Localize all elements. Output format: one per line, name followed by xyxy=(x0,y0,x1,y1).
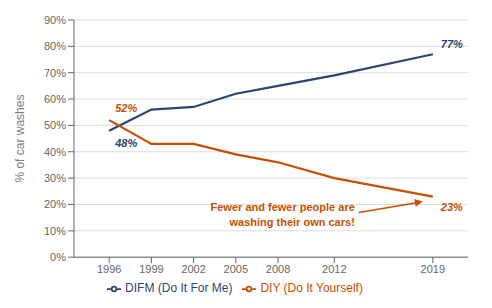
svg-text:23%: 23% xyxy=(440,201,463,213)
svg-text:50%: 50% xyxy=(44,119,66,131)
svg-text:1999: 1999 xyxy=(139,263,163,275)
html-text:DIFM (Do It For Me): DIFM (Do It For Me) xyxy=(125,281,233,296)
svg-text:30%: 30% xyxy=(44,172,66,184)
html-text:DIY (Do It Yourself): DIY (Do It Yourself) xyxy=(260,281,363,296)
svg-text:40%: 40% xyxy=(44,146,66,158)
svg-text:90%: 90% xyxy=(44,14,66,26)
svg-text:% of car washes: % of car washes xyxy=(13,95,27,183)
svg-text:2008: 2008 xyxy=(266,263,290,275)
svg-text:80%: 80% xyxy=(44,40,66,52)
svg-text:2005: 2005 xyxy=(224,263,248,275)
svg-text:2019: 2019 xyxy=(421,263,445,275)
svg-text:70%: 70% xyxy=(44,67,66,79)
svg-text:20%: 20% xyxy=(44,198,66,210)
svg-text:Fewer and fewer people arewash: Fewer and fewer people arewashing their … xyxy=(211,201,355,228)
svg-text:77%: 77% xyxy=(441,38,463,50)
svg-text:10%: 10% xyxy=(44,225,66,237)
svg-text:2012: 2012 xyxy=(322,263,346,275)
svg-text:0%: 0% xyxy=(50,251,66,263)
svg-text:1996: 1996 xyxy=(97,263,121,275)
svg-text:52%: 52% xyxy=(115,102,137,114)
svg-text:2002: 2002 xyxy=(181,263,205,275)
svg-text:60%: 60% xyxy=(44,93,66,105)
svg-text:48%: 48% xyxy=(114,137,137,149)
